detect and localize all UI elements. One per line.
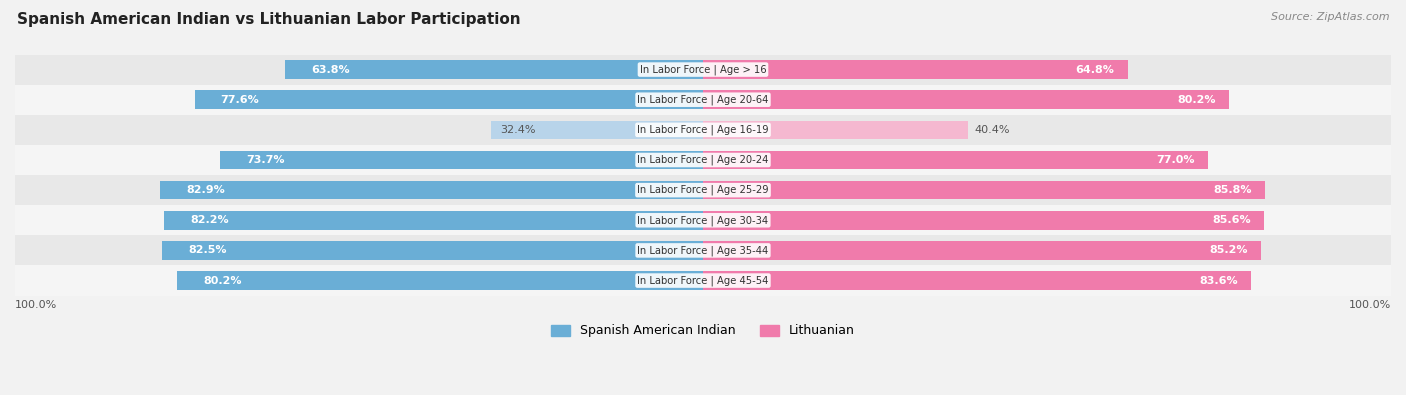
Bar [221,150,703,169]
Text: 73.7%: 73.7% [246,155,285,165]
Bar [703,211,1264,229]
Text: 100.0%: 100.0% [15,300,58,310]
Bar [165,211,703,229]
Legend: Spanish American Indian, Lithuanian: Spanish American Indian, Lithuanian [546,320,860,342]
Bar [703,181,1265,199]
Text: 82.9%: 82.9% [186,185,225,195]
Text: 85.2%: 85.2% [1209,245,1249,256]
Text: In Labor Force | Age 30-34: In Labor Force | Age 30-34 [637,215,769,226]
Text: Spanish American Indian vs Lithuanian Labor Participation: Spanish American Indian vs Lithuanian La… [17,12,520,27]
Text: 77.0%: 77.0% [1156,155,1195,165]
Text: Source: ZipAtlas.com: Source: ZipAtlas.com [1271,12,1389,22]
Bar [703,120,967,139]
Text: 83.6%: 83.6% [1199,276,1237,286]
Text: In Labor Force | Age 45-54: In Labor Force | Age 45-54 [637,275,769,286]
Bar [15,55,1391,85]
Bar [491,120,703,139]
Bar [15,205,1391,235]
Bar [15,145,1391,175]
Text: 32.4%: 32.4% [501,125,536,135]
Text: In Labor Force | Age 16-19: In Labor Force | Age 16-19 [637,124,769,135]
Text: 82.2%: 82.2% [191,215,229,225]
Text: 85.6%: 85.6% [1212,215,1251,225]
Text: In Labor Force | Age > 16: In Labor Force | Age > 16 [640,64,766,75]
Bar [15,175,1391,205]
Bar [15,235,1391,265]
Bar [703,241,1261,260]
Text: 80.2%: 80.2% [1177,95,1215,105]
Text: In Labor Force | Age 20-64: In Labor Force | Age 20-64 [637,94,769,105]
Bar [703,90,1229,109]
Text: 85.8%: 85.8% [1213,185,1253,195]
Bar [163,241,703,260]
Bar [703,271,1251,290]
Text: In Labor Force | Age 20-24: In Labor Force | Age 20-24 [637,155,769,165]
Bar [15,115,1391,145]
Text: In Labor Force | Age 25-29: In Labor Force | Age 25-29 [637,185,769,196]
Text: 40.4%: 40.4% [974,125,1010,135]
Bar [703,150,1208,169]
Bar [160,181,703,199]
Text: 77.6%: 77.6% [221,95,260,105]
Text: 82.5%: 82.5% [188,245,228,256]
Text: 100.0%: 100.0% [1348,300,1391,310]
Bar [285,60,703,79]
Bar [194,90,703,109]
Text: 63.8%: 63.8% [311,64,350,75]
Bar [15,85,1391,115]
Text: 64.8%: 64.8% [1076,64,1115,75]
Bar [177,271,703,290]
Bar [703,60,1128,79]
Text: In Labor Force | Age 35-44: In Labor Force | Age 35-44 [637,245,769,256]
Text: 80.2%: 80.2% [204,276,242,286]
Bar [15,265,1391,295]
